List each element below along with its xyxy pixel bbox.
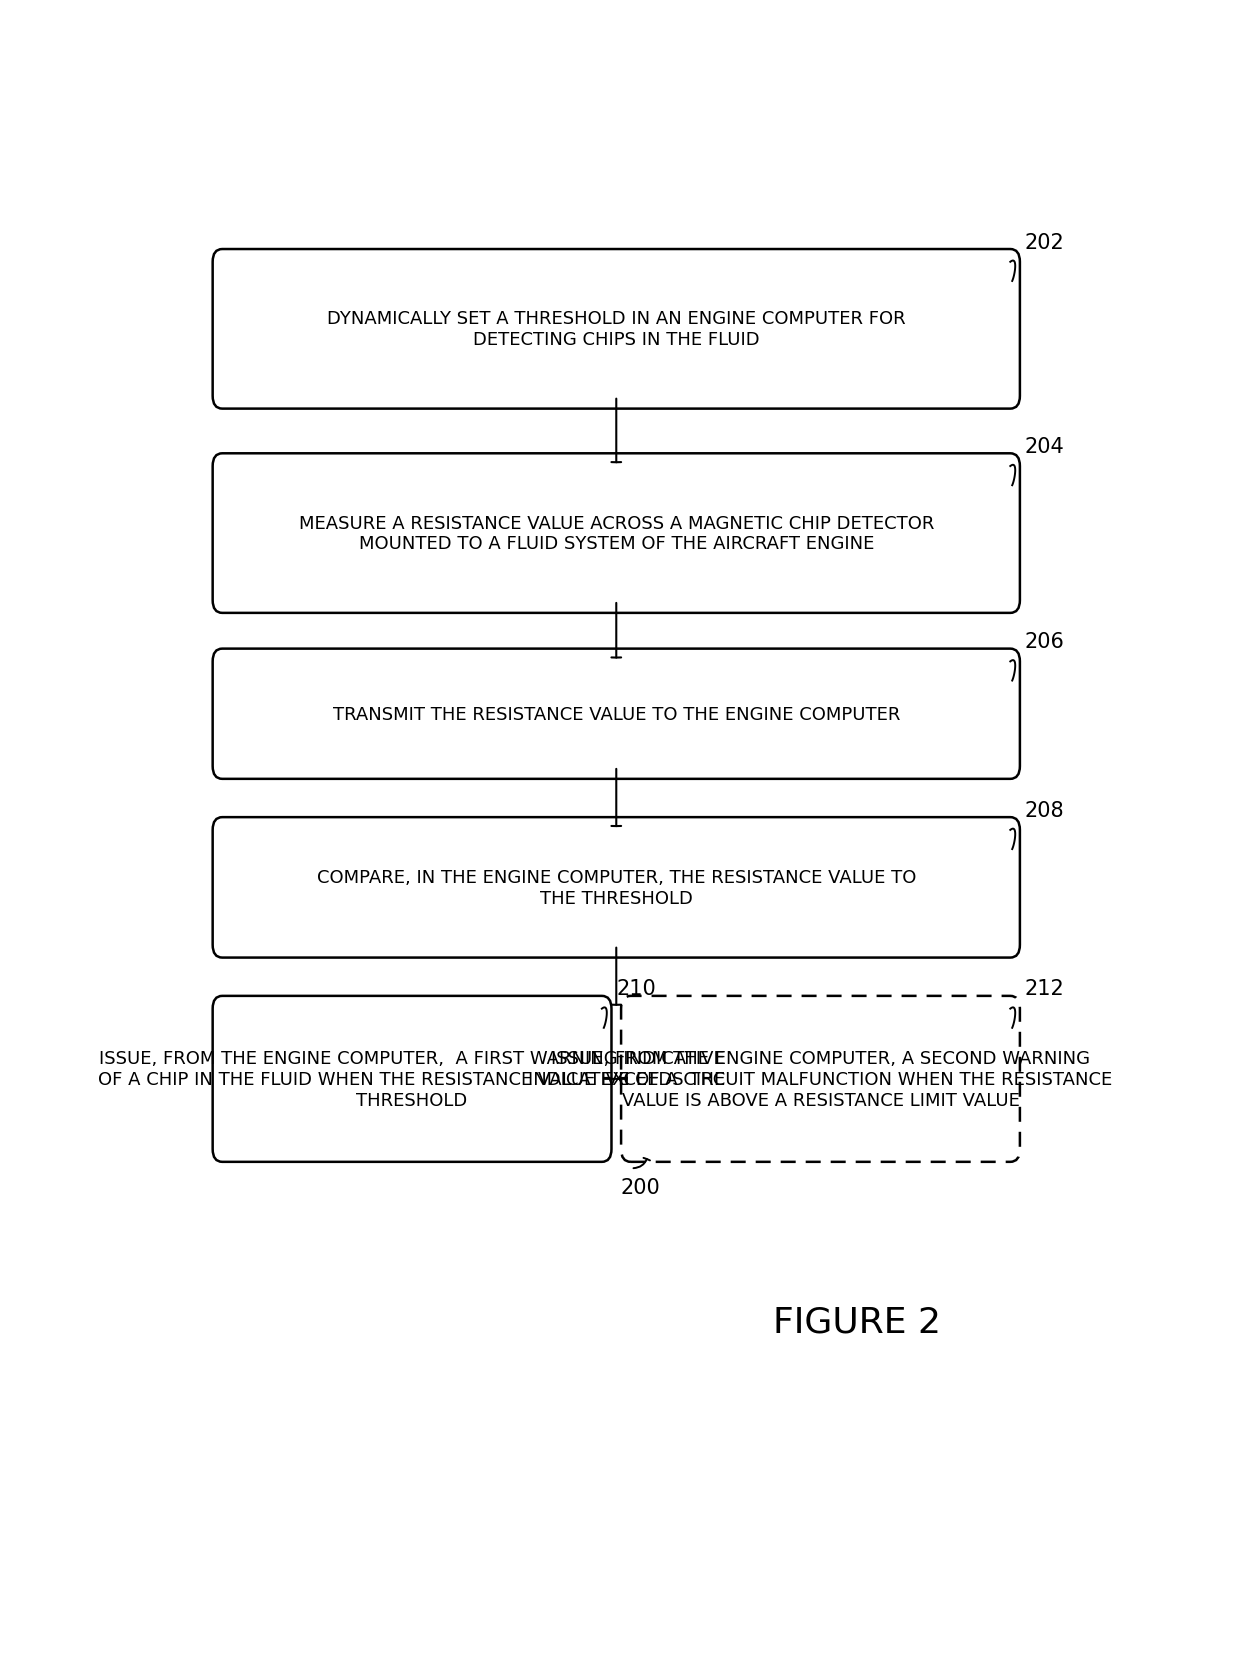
- Text: 204: 204: [1024, 436, 1064, 457]
- Text: 208: 208: [1024, 800, 1064, 820]
- Text: TRANSMIT THE RESISTANCE VALUE TO THE ENGINE COMPUTER: TRANSMIT THE RESISTANCE VALUE TO THE ENG…: [332, 706, 900, 724]
- Text: 212: 212: [1024, 979, 1064, 999]
- FancyBboxPatch shape: [213, 817, 1019, 958]
- Text: 202: 202: [1024, 232, 1064, 252]
- Text: MEASURE A RESISTANCE VALUE ACROSS A MAGNETIC CHIP DETECTOR
MOUNTED TO A FLUID SY: MEASURE A RESISTANCE VALUE ACROSS A MAGN…: [299, 514, 934, 553]
- Text: 206: 206: [1024, 631, 1065, 651]
- Text: COMPARE, IN THE ENGINE COMPUTER, THE RESISTANCE VALUE TO
THE THRESHOLD: COMPARE, IN THE ENGINE COMPUTER, THE RES…: [316, 868, 916, 908]
- Text: FIGURE 2: FIGURE 2: [773, 1304, 940, 1339]
- Text: ISSUE, FROM THE ENGINE COMPUTER,  A FIRST WARNING INDICATIVE
OF A CHIP IN THE FL: ISSUE, FROM THE ENGINE COMPUTER, A FIRST…: [98, 1049, 725, 1109]
- FancyBboxPatch shape: [213, 650, 1019, 779]
- FancyBboxPatch shape: [213, 454, 1019, 613]
- FancyBboxPatch shape: [213, 996, 611, 1162]
- Text: DYNAMICALLY SET A THRESHOLD IN AN ENGINE COMPUTER FOR
DETECTING CHIPS IN THE FLU: DYNAMICALLY SET A THRESHOLD IN AN ENGINE…: [327, 310, 905, 350]
- Text: 210: 210: [616, 979, 656, 999]
- FancyBboxPatch shape: [621, 996, 1019, 1162]
- FancyBboxPatch shape: [213, 250, 1019, 409]
- Text: ISSUE, FROM THE ENGINE COMPUTER, A SECOND WARNING
INDICATIVE OF A CIRCUIT MALFUN: ISSUE, FROM THE ENGINE COMPUTER, A SECON…: [528, 1049, 1112, 1109]
- Text: 200: 200: [620, 1178, 660, 1198]
